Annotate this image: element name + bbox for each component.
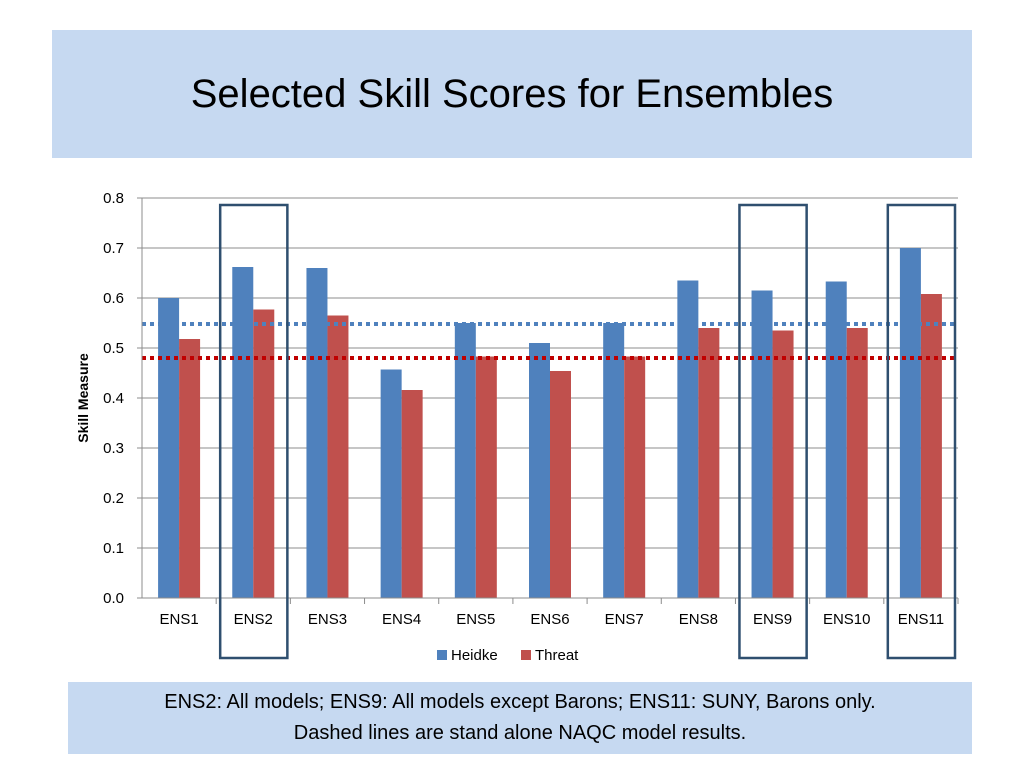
x-tick-label: ENS9 (753, 611, 792, 628)
bar-threat-ens3 (327, 315, 349, 598)
highlight-boxes (218, 203, 957, 660)
bar-heidke-ens4 (380, 369, 402, 598)
legend-swatch-heidke (437, 650, 447, 660)
bar-threat-ens7 (624, 356, 646, 598)
y-tick-label: 0.8 (103, 190, 124, 207)
bar-threat-ens1 (179, 339, 201, 598)
slide-title: Selected Skill Scores for Ensembles (190, 71, 834, 116)
highlight-box-ens2 (218, 203, 289, 660)
x-tick-label: ENS11 (898, 611, 944, 628)
x-tick-label: ENS6 (530, 611, 569, 628)
bar-heidke-ens10 (825, 281, 847, 598)
x-tick-label: ENS2 (234, 611, 273, 628)
x-tick-label: ENS3 (308, 611, 347, 628)
y-tick-label: 0.7 (103, 240, 124, 257)
bars (158, 248, 942, 598)
bar-heidke-ens2 (232, 267, 254, 598)
y-tick-label: 0.6 (103, 290, 124, 307)
bar-heidke-ens8 (677, 280, 699, 598)
caption-line-1: ENS2: All models; ENS9: All models excep… (164, 691, 876, 713)
axes: 0.0 0.1 0.2 0.3 0.4 0.5 0.6 0.7 0.8 Skill Measure… (75, 190, 959, 628)
bar-threat-ens2 (253, 309, 275, 598)
bar-threat-ens11 (920, 294, 942, 598)
caption-box: ENS2: All models; ENS9: All models excep… (68, 682, 972, 754)
legend-label-threat: Threat (535, 647, 579, 664)
legend: Heidke Threat (437, 647, 579, 664)
bar-threat-ens8 (698, 328, 720, 598)
bar-heidke-ens11 (899, 248, 921, 598)
y-tick-label: 0.2 (103, 490, 124, 507)
bar-heidke-ens7 (603, 323, 625, 598)
bar-threat-ens4 (401, 390, 423, 598)
x-tick-label: ENS7 (605, 611, 644, 628)
y-tick-label: 0.1 (103, 540, 124, 557)
bar-threat-ens10 (846, 328, 868, 598)
highlight-box-ens9 (738, 203, 808, 660)
legend-label-heidke: Heidke (451, 647, 498, 664)
bar-threat-ens5 (475, 356, 497, 598)
x-tick-label: ENS10 (823, 611, 871, 628)
y-tick-label: 0.0 (103, 590, 124, 607)
reference-lines (142, 322, 958, 360)
highlight-box-ens11 (886, 203, 957, 660)
y-tick-label: 0.3 (103, 440, 124, 457)
bar-heidke-ens3 (306, 268, 328, 598)
y-tick-label: 0.4 (103, 390, 124, 407)
x-tick-label: ENS5 (456, 611, 495, 628)
caption-line-2: Dashed lines are stand alone NAQC model … (293, 722, 747, 744)
title-banner: Selected Skill Scores for Ensembles (52, 30, 972, 158)
y-axis-label: Skill Measure (75, 353, 91, 443)
bar-heidke-ens5 (454, 323, 476, 598)
skill-score-chart: 0.0 0.1 0.2 0.3 0.4 0.5 0.6 0.7 0.8 Skill Measure… (75, 190, 959, 664)
bar-heidke-ens9 (751, 290, 773, 598)
x-tick-label: ENS4 (382, 611, 421, 628)
y-tick-label: 0.5 (103, 340, 124, 357)
x-tick-label: ENS8 (679, 611, 718, 628)
bar-threat-ens6 (550, 371, 571, 598)
legend-swatch-threat (521, 650, 531, 660)
bar-heidke-ens1 (158, 298, 180, 598)
x-tick-label: ENS1 (159, 611, 198, 628)
bar-threat-ens9 (772, 330, 794, 598)
bar-heidke-ens6 (529, 343, 550, 598)
